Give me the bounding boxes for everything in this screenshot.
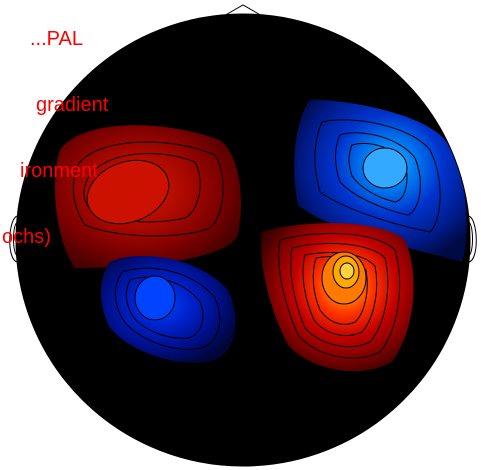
caption-line-4: ochs) [2, 226, 51, 248]
head-outline [15, 13, 471, 467]
left-ear [9, 215, 19, 263]
caption-line-3: ironment [20, 160, 98, 182]
pole-lower-right [261, 223, 414, 372]
caption-line-1: ...PAL [30, 28, 83, 50]
pole-upper-right [294, 99, 467, 263]
caption-line-2: gradient [36, 94, 109, 116]
right-ear [467, 215, 477, 263]
nose-outline [221, 4, 265, 18]
pole-lower-left [101, 255, 236, 363]
figure-caption: ...PAL gradient ironment ochs) [0, 0, 108, 270]
pole-upper-left [55, 125, 241, 268]
